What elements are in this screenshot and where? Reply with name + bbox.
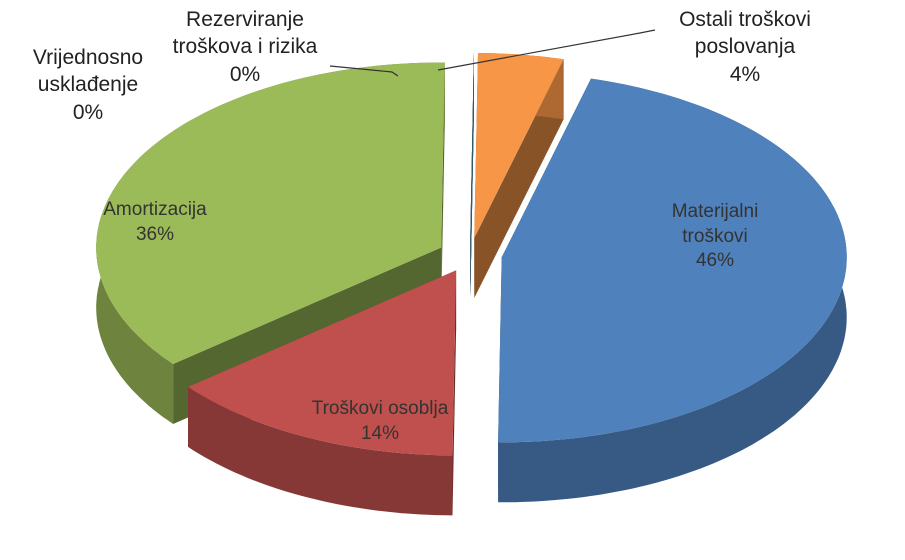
slice [498,78,847,443]
slice-side [188,386,453,516]
data-label-value: 4% [729,62,761,86]
data-label-value: 0% [229,62,261,86]
data-label-value: 36% [135,223,175,245]
data-label-value: 46% [695,250,735,272]
slice-side [474,59,564,298]
leader-line [329,65,399,77]
data-label-name: Rezerviranje troškova i rizika [172,8,318,59]
slice-side [470,52,474,298]
data-label-value: 14% [360,422,400,444]
data-label-name: Vrijednosno usklađenje [32,46,144,97]
data-label-value: 0% [72,100,104,124]
data-label-name: Troškovi osoblja [311,398,449,419]
slice [474,53,564,238]
data-label-name: Amortizacija [103,199,207,220]
data-label-name: Ostali troškovi poslovanja [679,8,811,59]
slice [188,270,457,456]
leader-line [437,29,656,71]
data-label-name: Materijalni troškovi [671,201,759,247]
slice [96,62,445,364]
slice-side [441,62,445,308]
slice-side [452,270,457,516]
